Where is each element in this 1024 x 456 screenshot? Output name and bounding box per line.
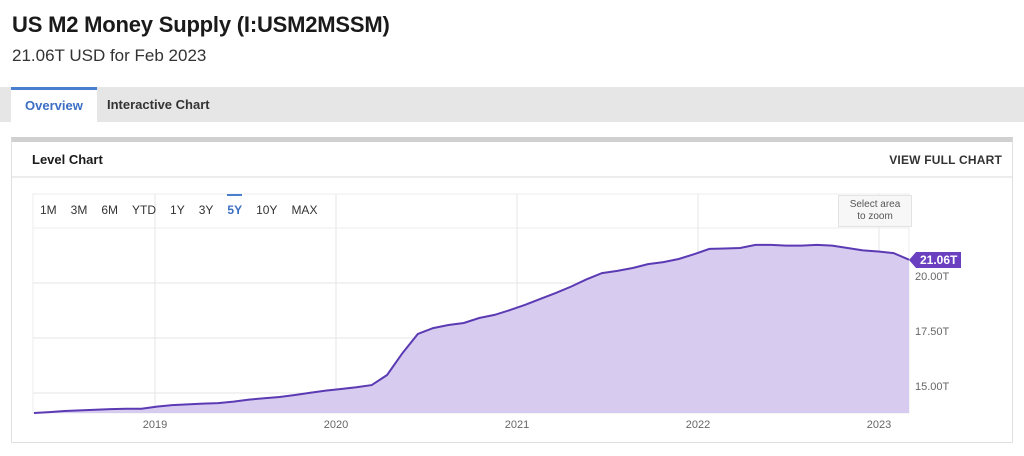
range-ytd[interactable]: YTD xyxy=(132,203,157,217)
select-area-zoom-hint: Select area to zoom xyxy=(838,195,912,227)
axis-labels: 2019 2020 2021 2022 2023 15.00T 17.50T 20.00T xyxy=(143,271,950,431)
range-max[interactable]: MAX xyxy=(291,203,318,217)
range-6m[interactable]: 6M xyxy=(101,203,119,217)
tab-interactive-chart[interactable]: Interactive Chart xyxy=(107,97,210,112)
last-value-badge: 21.06T xyxy=(908,251,962,268)
svg-text:2023: 2023 xyxy=(867,419,891,431)
tab-bar: Overview Interactive Chart xyxy=(0,87,1024,122)
svg-text:2022: 2022 xyxy=(686,419,710,431)
area-fill xyxy=(34,244,909,413)
svg-text:20.00T: 20.00T xyxy=(915,271,950,283)
range-1y[interactable]: 1Y xyxy=(170,203,185,217)
tab-overview[interactable]: Overview xyxy=(11,87,97,122)
svg-text:2019: 2019 xyxy=(143,419,167,431)
svg-text:2021: 2021 xyxy=(505,419,529,431)
card-header: Level Chart VIEW FULL CHART xyxy=(12,142,1012,178)
svg-text:2020: 2020 xyxy=(324,419,348,431)
svg-text:15.00T: 15.00T xyxy=(915,381,950,393)
view-full-chart-link[interactable]: VIEW FULL CHART xyxy=(889,153,1002,167)
range-5y[interactable]: 5Y xyxy=(220,194,249,227)
range-10y[interactable]: 10Y xyxy=(256,203,278,217)
page-title: US M2 Money Supply (I:USM2MSSM) xyxy=(12,12,390,37)
zoom-hint-line2: to zoom xyxy=(857,211,893,222)
range-3m[interactable]: 3M xyxy=(70,203,88,217)
latest-value-subtitle: 21.06T USD for Feb 2023 xyxy=(12,46,207,65)
range-selector: 1M 3M 6M YTD 1Y 3Y 5Y 10Y MAX xyxy=(33,194,324,227)
zoom-hint-line1: Select area xyxy=(849,199,901,210)
range-3y[interactable]: 3Y xyxy=(198,203,214,217)
range-1m[interactable]: 1M xyxy=(40,203,57,217)
series-line xyxy=(33,243,910,414)
card-title: Level Chart xyxy=(32,152,103,167)
svg-text:17.50T: 17.50T xyxy=(915,326,950,338)
